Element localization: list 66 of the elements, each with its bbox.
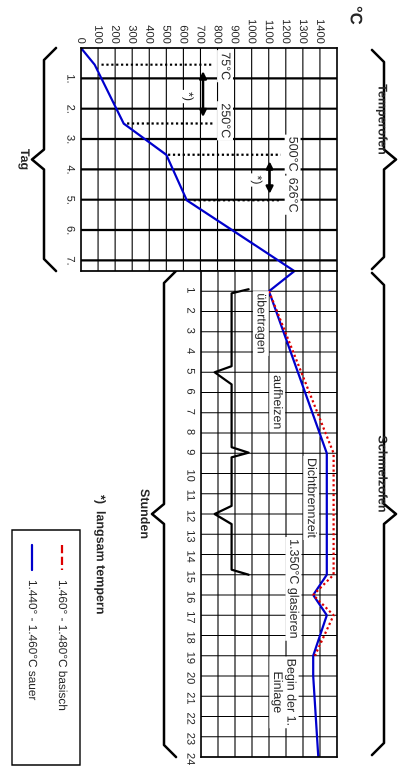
y-tick-label: 5. (67, 196, 76, 204)
y-tick-label: 13 (187, 531, 196, 542)
y-tick-label: 3 (187, 328, 196, 334)
annotation: *) (182, 92, 194, 100)
legend-label: 1.440° - 1.460°C sauer (28, 580, 38, 700)
x-tick-label: 500 (163, 26, 172, 44)
x-tick-label: 900 (232, 26, 240, 44)
y-tick-label: 15 (187, 572, 196, 583)
annotation: *) (250, 176, 262, 184)
y-tick-label: 8 (187, 429, 196, 435)
y-axis-title: Stunden (140, 489, 150, 538)
annotation: 626°C (289, 178, 298, 212)
y-tick-label: 10 (187, 470, 196, 482)
y-tick-label: 24 (187, 754, 196, 766)
text: Temperofen (376, 84, 388, 154)
x-tick-label: 1400 (316, 20, 325, 44)
x-tick-label: 200 (112, 26, 120, 44)
y-tick-label: 18 (187, 632, 196, 644)
text: Schmelzofen (378, 436, 388, 512)
y-tick-label: 7. (67, 256, 76, 265)
y-tick-label: 21 (187, 692, 196, 704)
x-tick-label: 400 (146, 26, 154, 44)
y-tick-label: 7 (187, 409, 196, 414)
text: °C (350, 6, 362, 24)
x-tick-label: 0 (78, 38, 86, 44)
y-tick-label: 17 (187, 612, 196, 624)
y-tick-label: 4. (67, 166, 76, 174)
y-tick-label: 16 (187, 592, 196, 603)
x-tick-label: 100 (95, 26, 103, 44)
y-tick-label: 9 (187, 450, 196, 455)
y-tick-label: 22 (187, 713, 196, 724)
y-axis-title: Tag (18, 148, 30, 170)
annotation: 250°C (222, 104, 231, 138)
annotation: 75°C (222, 52, 231, 80)
y-tick-label: 1 (187, 288, 196, 293)
x-tick-label: 1000 (248, 20, 257, 44)
text: *) langsam tempern (94, 495, 106, 614)
annotation: übertragen (255, 294, 267, 353)
line-series (268, 290, 335, 657)
y-tick-label: 23 (187, 733, 196, 745)
y-tick-label: 5 (187, 368, 196, 374)
y-tick-label: 11 (187, 490, 196, 501)
y-tick-label: 2 (187, 308, 196, 314)
y-tick-label: 12 (187, 510, 196, 522)
annotation: 500°C (289, 137, 298, 172)
x-tick-label: 700 (197, 26, 206, 44)
annotation: Begin der 1. Einlage (271, 660, 297, 725)
y-tick-label: 20 (187, 672, 196, 684)
x-tick-label: 1200 (282, 20, 291, 44)
x-tick-label: 1300 (300, 20, 308, 44)
x-tick-label: 800 (214, 26, 222, 44)
annotation: aufheizen (274, 376, 283, 429)
x-tick-label: 1100 (266, 20, 274, 44)
y-tick-label: 2. (67, 105, 76, 113)
x-tick-label: 600 (180, 26, 188, 44)
y-tick-label: 14 (187, 551, 196, 563)
y-tick-label: 19 (187, 652, 196, 664)
y-tick-label: 3. (67, 135, 76, 144)
y-tick-label: 4 (187, 348, 196, 354)
annotation: 1.350°C glasieren (288, 540, 300, 638)
y-tick-label: 6 (187, 389, 196, 394)
y-tick-label: 1. (67, 75, 76, 83)
legend-label: 1.460° - 1.480°C basisch (58, 580, 68, 710)
x-tick-label: 300 (129, 26, 138, 44)
annotation: Dichtbrennzeit (308, 459, 317, 538)
y-tick-label: 6. (67, 226, 76, 234)
